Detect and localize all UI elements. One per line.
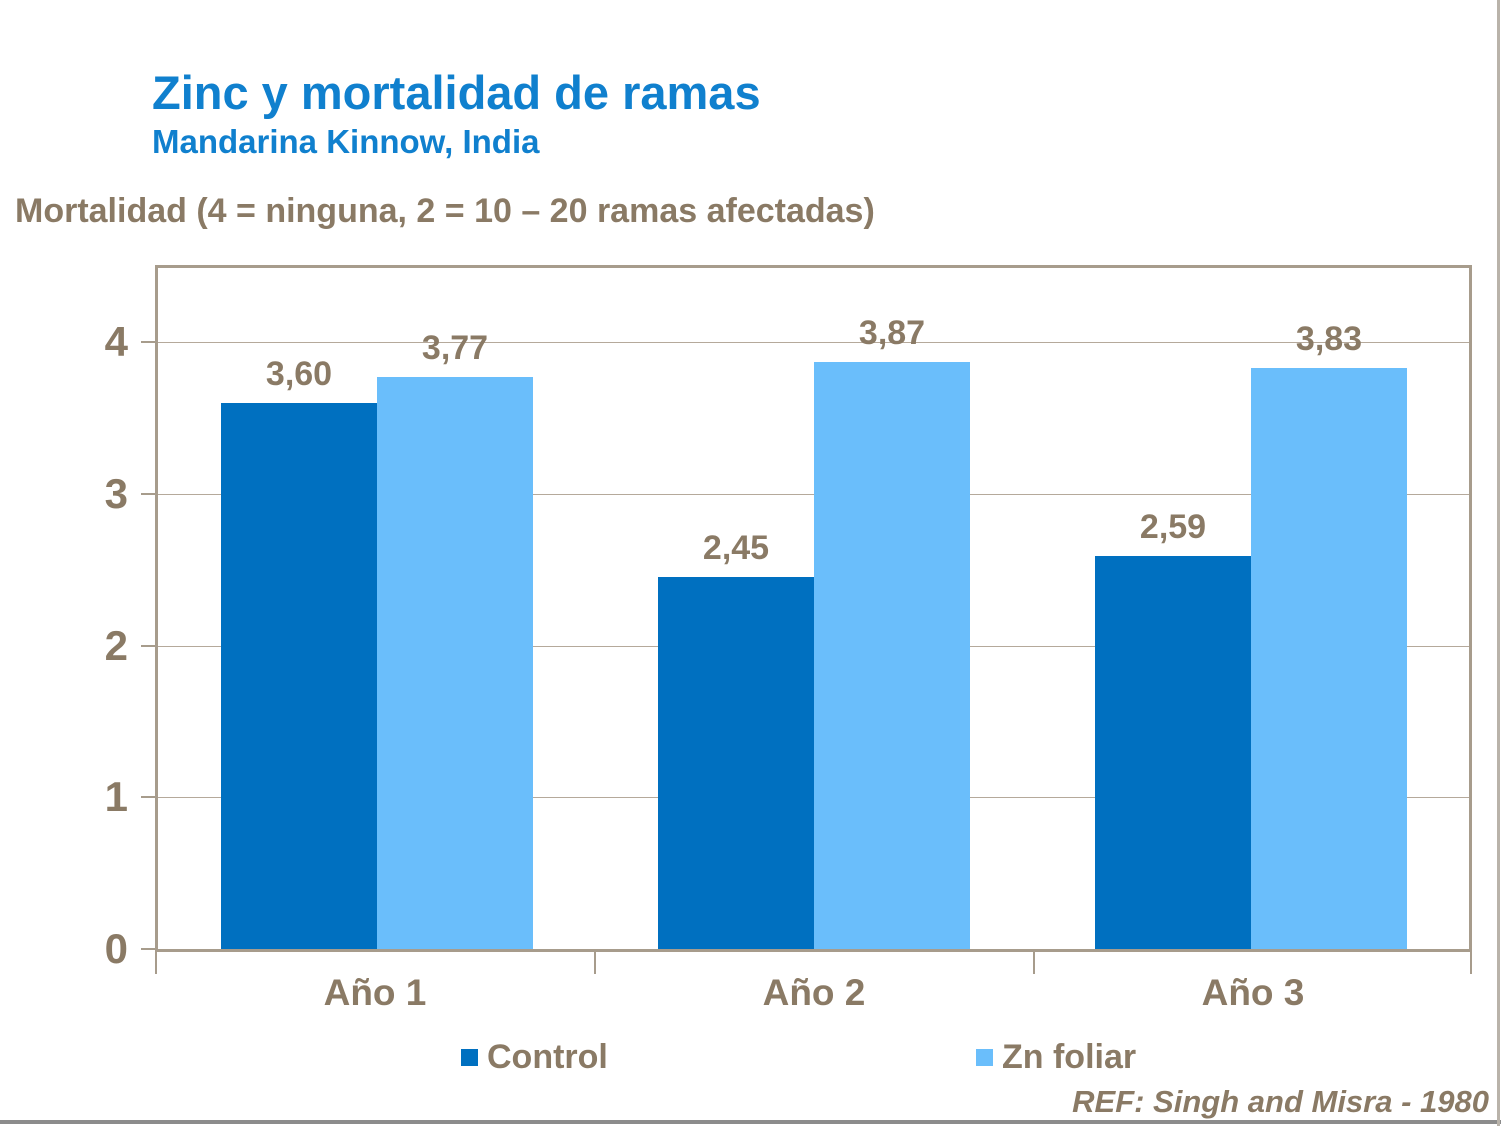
bar-zn-foliar-año-1 — [377, 376, 533, 949]
x-tick-mark — [1033, 952, 1035, 974]
bar-value-label: 2,59 — [1139, 507, 1207, 546]
y-tick-label-0: 0 — [104, 925, 128, 972]
plot-area: 3,60 2,45 2,59 3,77 3,87 3,83 — [155, 265, 1472, 952]
legend-item-zn-foliar: Zn foliar — [976, 1038, 1136, 1076]
x-axis-label-ano1: Año 1 — [323, 972, 427, 1013]
x-axis-label-ano3: Año 3 — [1201, 972, 1305, 1013]
y-tick-mark — [141, 948, 155, 950]
y-tick-label-3: 3 — [104, 469, 128, 517]
y-tick-mark — [141, 341, 155, 343]
y-tick-mark — [141, 796, 155, 799]
legend-swatch-zn-foliar — [976, 1048, 993, 1066]
x-tick-mark — [594, 952, 596, 974]
legend-item-control: Control — [461, 1038, 608, 1076]
bar-zn-foliar-año-3 — [1251, 367, 1407, 949]
page-subtitle: Mandarina Kinnow, India — [152, 122, 540, 160]
slide-bottom-edge — [0, 1120, 1501, 1124]
y-tick-mark — [141, 644, 155, 647]
y-axis-title: Mortalidad (4 = ninguna, 2 = 10 – 20 ram… — [15, 192, 875, 230]
bar-control-año-1 — [221, 402, 377, 949]
bar-control-año-3 — [1095, 555, 1251, 949]
x-tick-mark — [155, 952, 157, 974]
bar-value-label: 3,77 — [421, 328, 489, 367]
bar-control-año-2 — [658, 577, 814, 949]
reference-citation: REF: Singh and Misra - 1980 — [1072, 1084, 1489, 1119]
page-title: Zinc y mortalidad de ramas — [152, 66, 761, 119]
x-tick-mark — [1470, 952, 1472, 974]
slide-right-edge — [1497, 0, 1500, 1126]
y-tick-label-2: 2 — [104, 621, 128, 669]
bar-value-label: 3,87 — [858, 313, 926, 352]
legend-label-control: Control — [487, 1037, 608, 1076]
gridline-y4 — [158, 342, 1469, 343]
bar-value-label: 2,45 — [702, 529, 770, 568]
y-tick-mark — [141, 492, 155, 495]
x-axis-label-ano2: Año 2 — [762, 972, 866, 1013]
bar-value-label: 3,60 — [265, 354, 333, 393]
bar-value-label: 3,83 — [1295, 319, 1363, 358]
legend-label-zn-foliar: Zn foliar — [1002, 1037, 1137, 1076]
y-tick-label-4: 4 — [104, 318, 128, 365]
gridline-y3 — [158, 493, 1469, 495]
title-block: Zinc y mortalidad de ramas Mandarina Kin… — [152, 66, 761, 161]
y-tick-label-1: 1 — [104, 773, 128, 821]
legend-swatch-control — [461, 1048, 478, 1066]
bar-zn-foliar-año-2 — [814, 361, 970, 949]
